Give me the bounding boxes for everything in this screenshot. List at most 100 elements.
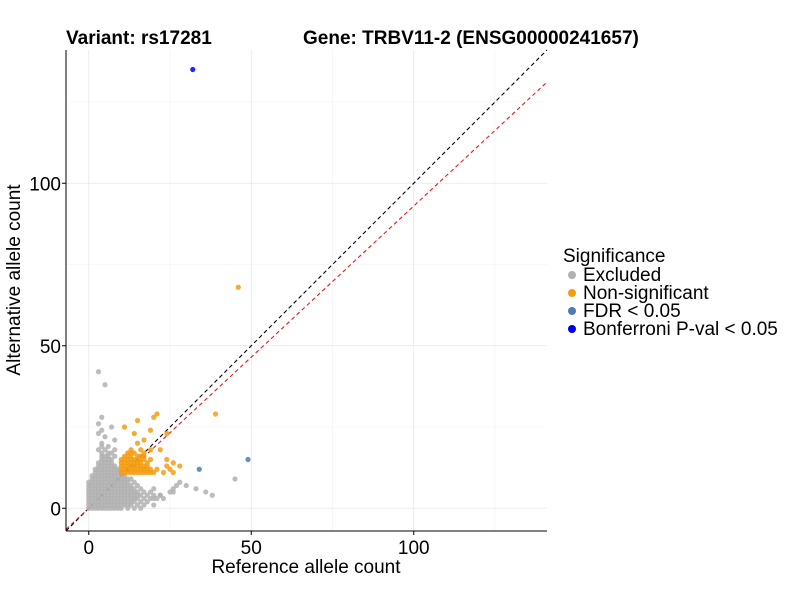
reference-lines bbox=[65, 49, 548, 532]
legend: Significance ExcludedNon-significantFDR … bbox=[563, 246, 778, 340]
data-point bbox=[138, 505, 144, 511]
data-point bbox=[190, 66, 196, 73]
data-point bbox=[131, 430, 137, 437]
data-point bbox=[141, 450, 147, 456]
data-points bbox=[86, 66, 251, 511]
data-point bbox=[112, 453, 118, 459]
data-point bbox=[99, 450, 105, 456]
data-point bbox=[157, 447, 163, 453]
legend-entry-excluded: Excluded bbox=[568, 265, 661, 286]
legend-entry-non-significant: Non-significant bbox=[568, 283, 709, 304]
data-point bbox=[160, 469, 167, 476]
data-point bbox=[128, 482, 134, 489]
legend-swatch bbox=[568, 325, 576, 333]
data-point bbox=[160, 495, 167, 502]
legend-swatch bbox=[568, 307, 576, 315]
data-point bbox=[138, 499, 144, 505]
data-point bbox=[209, 492, 215, 498]
data-point bbox=[147, 489, 154, 495]
data-point bbox=[170, 469, 176, 476]
data-point bbox=[131, 479, 137, 485]
data-point bbox=[147, 447, 154, 453]
data-point bbox=[138, 492, 144, 498]
legend-entry-fdr-0-05: FDR < 0.05 bbox=[568, 301, 681, 322]
legend-label: FDR < 0.05 bbox=[583, 301, 681, 322]
legend-label: Non-significant bbox=[583, 283, 709, 304]
data-point bbox=[138, 486, 144, 492]
data-point bbox=[131, 505, 137, 511]
data-point bbox=[134, 440, 141, 446]
data-point bbox=[170, 489, 176, 495]
data-point bbox=[131, 486, 137, 492]
data-point bbox=[212, 411, 219, 417]
data-point bbox=[164, 456, 170, 463]
data-point bbox=[134, 502, 141, 508]
legend-entry-bonferroni-p-val-0-05: Bonferroni P-val < 0.05 bbox=[568, 319, 778, 340]
data-point bbox=[151, 486, 157, 492]
data-point bbox=[173, 482, 180, 489]
x-axis-title: Reference allele count bbox=[211, 557, 401, 578]
data-point bbox=[134, 417, 141, 424]
legend-label: Excluded bbox=[583, 265, 661, 286]
data-point bbox=[154, 411, 160, 417]
data-point bbox=[235, 284, 241, 290]
data-point bbox=[177, 463, 183, 469]
axes: 0 50 100 0 50 100 bbox=[29, 50, 547, 559]
data-point bbox=[102, 382, 108, 388]
data-point bbox=[112, 447, 118, 453]
data-point bbox=[141, 502, 147, 508]
data-point bbox=[141, 489, 147, 495]
data-point bbox=[144, 460, 150, 466]
data-point bbox=[151, 414, 157, 420]
y-tick-label: 100 bbox=[29, 174, 61, 195]
y-tick-label: 0 bbox=[50, 499, 61, 520]
data-point bbox=[147, 427, 154, 433]
chart-title-gene: Gene: TRBV11-2 (ENSG00000241657) bbox=[303, 28, 639, 49]
data-point bbox=[170, 460, 176, 466]
data-point bbox=[151, 495, 157, 502]
data-point bbox=[151, 469, 157, 476]
data-point bbox=[99, 414, 105, 420]
data-point bbox=[112, 437, 118, 443]
data-point bbox=[245, 456, 251, 463]
data-point bbox=[134, 489, 141, 495]
data-point bbox=[108, 456, 115, 463]
y-axis-title: Alternative allele count bbox=[4, 184, 25, 376]
x-tick-label: 50 bbox=[241, 538, 262, 559]
data-point bbox=[102, 447, 108, 453]
x-tick-label: 100 bbox=[398, 538, 430, 559]
data-point bbox=[154, 466, 160, 472]
legend-label: Bonferroni P-val < 0.05 bbox=[583, 319, 778, 340]
x-tick-label: 0 bbox=[83, 538, 94, 559]
data-point bbox=[232, 476, 238, 482]
legend-title: Significance bbox=[563, 246, 665, 267]
data-point bbox=[167, 466, 173, 472]
series-bonferroni-p-val-0-05 bbox=[190, 66, 196, 73]
data-point bbox=[108, 450, 115, 456]
data-point bbox=[144, 499, 150, 505]
legend-swatch bbox=[568, 289, 576, 297]
data-point bbox=[108, 424, 115, 430]
legend-swatch bbox=[568, 271, 576, 279]
data-point bbox=[95, 421, 102, 427]
data-point bbox=[112, 463, 118, 469]
data-point bbox=[99, 440, 105, 446]
data-point bbox=[164, 463, 170, 469]
chart-title-variant: Variant: rs17281 bbox=[66, 28, 212, 49]
data-point bbox=[144, 492, 150, 498]
data-point bbox=[193, 486, 199, 492]
data-point bbox=[157, 492, 163, 498]
data-point bbox=[131, 450, 137, 456]
data-point bbox=[128, 476, 134, 482]
data-point bbox=[147, 456, 154, 463]
data-point bbox=[95, 430, 102, 437]
series-excluded bbox=[86, 369, 238, 511]
data-point bbox=[147, 466, 154, 472]
grid-lines bbox=[66, 50, 547, 531]
data-point bbox=[151, 502, 157, 508]
series-non-significant bbox=[118, 284, 241, 476]
data-point bbox=[196, 466, 202, 472]
data-point bbox=[134, 482, 141, 489]
